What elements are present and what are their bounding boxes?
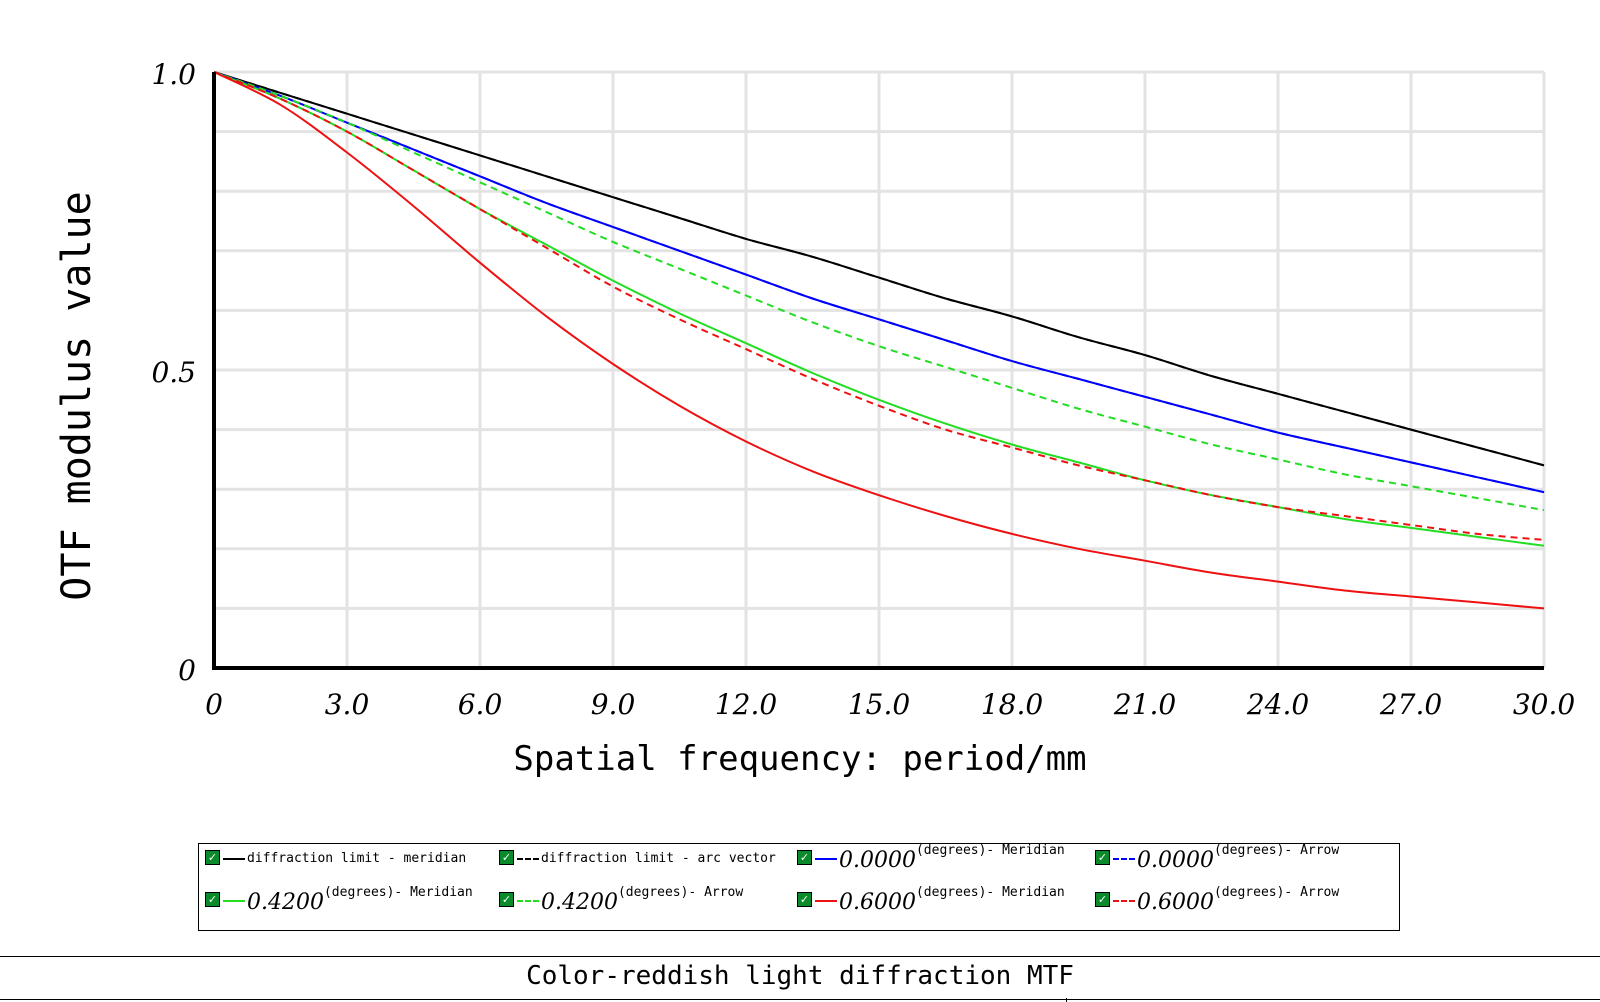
x-axis-title: Spatial frequency: period/mm — [513, 739, 1086, 779]
x-tick-label: 18.0 — [981, 688, 1043, 721]
legend-line-swatch — [223, 858, 245, 860]
title-bar: Color-reddish light diffraction MTF — [0, 956, 1600, 1002]
y-tick-label: 0 — [178, 654, 196, 687]
legend-checkbox[interactable]: ✓ — [499, 892, 514, 907]
legend-line-swatch — [1113, 900, 1135, 902]
legend-label: (degrees)- Meridian — [915, 885, 1065, 900]
y-tick-label: 0.5 — [151, 356, 196, 389]
legend-checkbox[interactable]: ✓ — [1095, 850, 1110, 865]
series-line-4 — [213, 71, 1545, 494]
legend-label: (degrees)- Arrow — [1213, 885, 1340, 900]
legend-item-3[interactable]: ✓ 0.0000 (degrees)- Meridian — [797, 843, 1065, 873]
series-line-8 — [213, 71, 1545, 541]
chart-grid — [212, 70, 1546, 670]
legend-line-swatch — [223, 900, 245, 902]
legend-line-swatch — [815, 900, 837, 902]
legend-checkbox[interactable]: ✓ — [205, 892, 220, 907]
legend-item-8[interactable]: ✓ 0.6000 (degrees)- Arrow — [1095, 885, 1340, 915]
legend-line-swatch — [517, 900, 539, 902]
legend-item-5[interactable]: ✓ 0.4200 (degrees)- Meridian — [205, 885, 473, 915]
legend-item-6[interactable]: ✓ 0.4200 (degrees)- Arrow — [499, 885, 744, 915]
legend-item-7[interactable]: ✓ 0.6000 (degrees)- Meridian — [797, 885, 1065, 915]
legend-line-swatch — [517, 858, 539, 860]
legend-label: diffraction limit - meridian — [247, 851, 467, 866]
x-tick-label: 0 — [205, 688, 223, 721]
x-tick-label: 6.0 — [458, 688, 503, 721]
chart-series-group — [213, 71, 1545, 610]
legend-field-value: 0.4200 — [541, 890, 618, 915]
chart-title: Color-reddish light diffraction MTF — [526, 961, 1074, 991]
legend-label: (degrees)- Arrow — [1213, 843, 1340, 858]
legend-item-4[interactable]: ✓ 0.0000 (degrees)- Arrow — [1095, 843, 1340, 873]
x-tick-label: 12.0 — [715, 688, 777, 721]
chart-legend: ✓ diffraction limit - meridian ✓ diffractio… — [198, 843, 1400, 931]
legend-item-1[interactable]: ✓ diffraction limit - meridian — [205, 846, 466, 872]
x-tick-label: 3.0 — [325, 688, 370, 721]
x-tick-label: 30.0 — [1513, 688, 1575, 721]
legend-checkbox[interactable]: ✓ — [797, 850, 812, 865]
legend-checkbox[interactable]: ✓ — [205, 850, 220, 865]
legend-checkbox[interactable]: ✓ — [1095, 892, 1110, 907]
y-tick-label: 1.0 — [151, 58, 196, 91]
x-tick-label: 24.0 — [1246, 688, 1309, 721]
y-axis-title: OTF modulus value — [54, 191, 100, 600]
legend-checkbox[interactable]: ✓ — [499, 850, 514, 865]
series-line-7 — [213, 71, 1545, 610]
chart-tick-labels: 0 3.0 6.0 9.0 12.0 15.0 18.0 21.0 24.0 27.0 30.0 0 0… — [151, 58, 1575, 721]
legend-field-value: 0.6000 — [839, 890, 916, 915]
legend-line-swatch — [815, 858, 837, 860]
legend-field-value: 0.6000 — [1137, 890, 1214, 915]
legend-label: diffraction limit - arc vector — [541, 851, 776, 866]
legend-label: (degrees)- Arrow — [617, 885, 744, 900]
x-tick-label: 27.0 — [1379, 688, 1442, 721]
legend-field-value: 0.0000 — [1137, 848, 1214, 873]
legend-field-value: 0.0000 — [839, 848, 916, 873]
series-line-2 — [213, 71, 1545, 467]
title-divider — [1066, 998, 1067, 1002]
x-tick-label: 21.0 — [1113, 688, 1176, 721]
chart-axes — [212, 72, 1544, 670]
x-tick-label: 9.0 — [591, 688, 636, 721]
legend-line-swatch — [1113, 858, 1135, 860]
legend-label: (degrees)- Meridian — [323, 885, 473, 900]
legend-checkbox[interactable]: ✓ — [797, 892, 812, 907]
legend-label: (degrees)- Meridian — [915, 843, 1065, 858]
mtf-chart: 0 3.0 6.0 9.0 12.0 15.0 18.0 21.0 24.0 27.0 30.0 0 0… — [54, 58, 1575, 779]
legend-item-2[interactable]: ✓ diffraction limit - arc vector — [499, 846, 776, 872]
series-line-6 — [213, 71, 1545, 512]
x-tick-label: 15.0 — [848, 688, 910, 721]
legend-field-value: 0.4200 — [247, 890, 324, 915]
